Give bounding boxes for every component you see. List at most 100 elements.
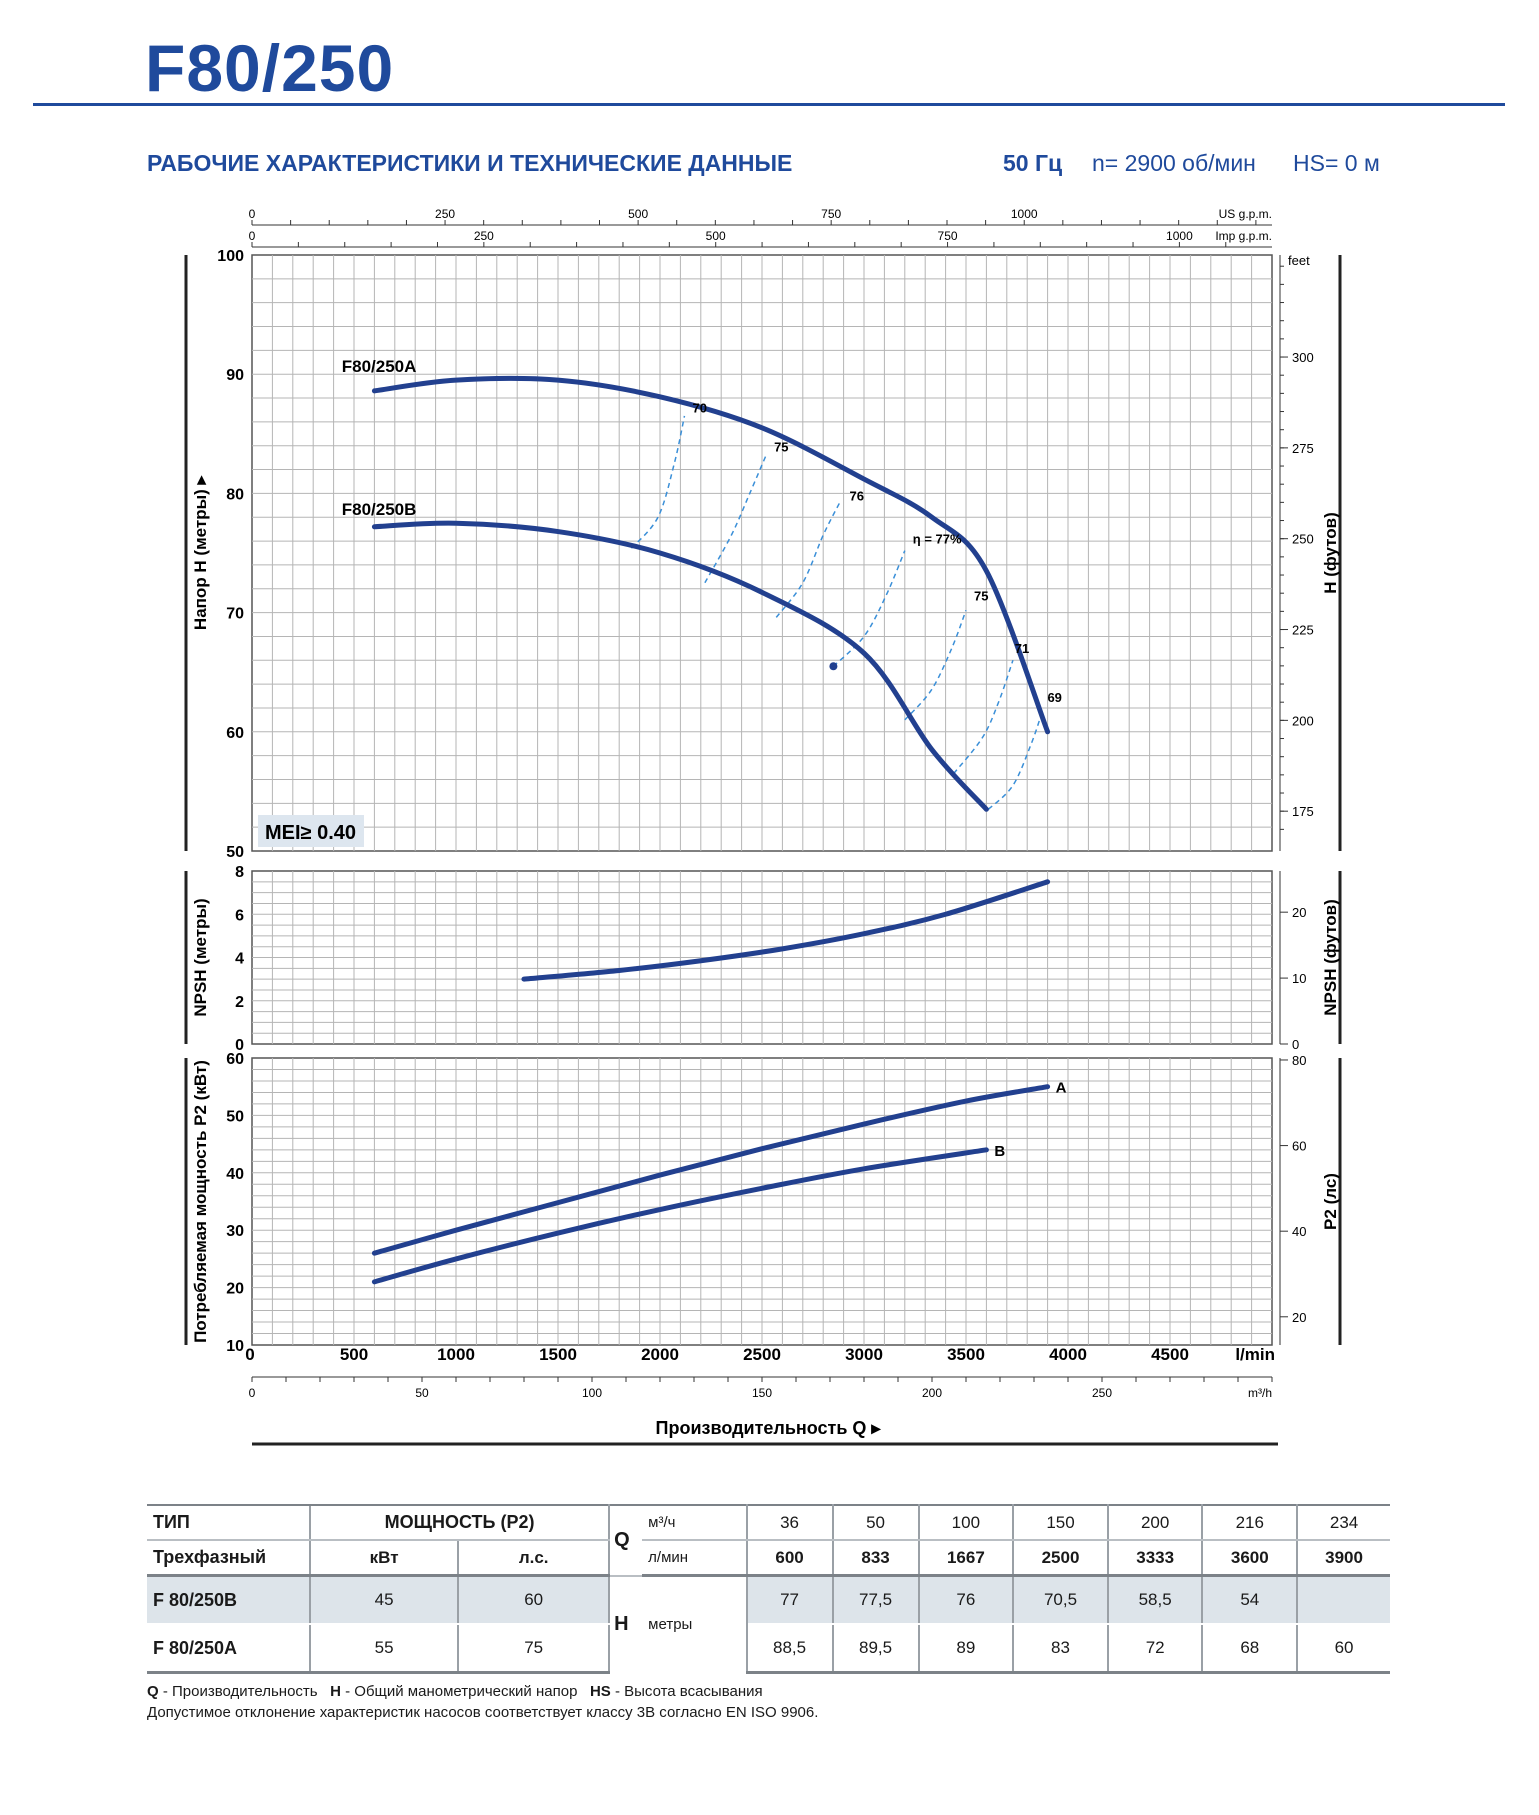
- head-y-tick-label: 60: [226, 725, 244, 742]
- row-kw: 45: [308, 1575, 460, 1625]
- th-type: ТИП: [147, 1504, 310, 1541]
- head-cell: 77: [746, 1575, 834, 1625]
- th-lmin: л/мин: [642, 1540, 748, 1577]
- head-cell: 68: [1202, 1624, 1299, 1674]
- head-cell: 83: [1013, 1624, 1109, 1674]
- impgpm-tick-label: 1000: [1166, 229, 1193, 243]
- q-m3h-cell: 150: [1013, 1504, 1109, 1541]
- q-m3h-cell: 100: [918, 1504, 1015, 1541]
- power-series-label-a: A: [1056, 1080, 1067, 1097]
- th-power: МОЩНОСТЬ (P2): [308, 1504, 611, 1541]
- impgpm-tick-label: 250: [474, 229, 494, 243]
- power-right-tick-label: 40: [1292, 1224, 1306, 1239]
- efficiency-iso-line: [904, 609, 967, 721]
- head-cell: 76: [918, 1575, 1015, 1625]
- x-tick-label: 3000: [845, 1345, 883, 1364]
- q-m3h-cell: 216: [1202, 1504, 1299, 1541]
- npsh-y-label-right: NPSH (футов): [1321, 899, 1340, 1016]
- x-tick-label: 0: [245, 1345, 254, 1364]
- power-y-tick-label: 60: [226, 1051, 244, 1068]
- npsh-y-tick-label: 6: [235, 907, 244, 924]
- th-kw: кВт: [308, 1540, 460, 1577]
- th-m3h: м³/ч: [642, 1504, 748, 1541]
- x-tick-label: 3500: [947, 1345, 985, 1364]
- x-unit-label: l/min: [1235, 1345, 1275, 1364]
- npsh-curve: [521, 879, 1051, 982]
- head-series-label-b: F80/250B: [342, 500, 417, 519]
- th-hp: л.с.: [458, 1540, 611, 1577]
- q-lmin-cell: 3600: [1202, 1540, 1299, 1577]
- q-m3h-cell: 200: [1107, 1504, 1204, 1541]
- head-curve-b: [371, 520, 989, 812]
- power-y-tick-label: 20: [226, 1281, 244, 1298]
- head-cell: 58,5: [1107, 1575, 1204, 1625]
- power-curve-a: [371, 1084, 1051, 1256]
- head-cell: 89,5: [832, 1624, 920, 1674]
- usgpm-unit: US g.p.m.: [1219, 207, 1272, 221]
- npsh-y-tick-label: 8: [235, 864, 244, 881]
- page-title: F80/250: [145, 31, 395, 105]
- head-y-tick-label: 100: [217, 248, 244, 265]
- x-tick-label: 1000: [437, 1345, 475, 1364]
- m3h-tick-label: 100: [582, 1386, 602, 1400]
- x-tick-label: 1500: [539, 1345, 577, 1364]
- th-three-phase: Трехфазный: [147, 1540, 310, 1577]
- tech-data-table: ТИП МОЩНОСТЬ (P2) Q м³/ч 36 50 100 150 2…: [147, 1504, 1390, 1674]
- efficiency-iso-line: [832, 550, 906, 667]
- head-y-tick-label: 50: [226, 844, 244, 861]
- efficiency-label: 71: [1015, 641, 1029, 656]
- power-right-tick-label: 60: [1292, 1139, 1306, 1154]
- mei-badge: [258, 815, 364, 847]
- footnote-legend: Q - Производительность H - Общий маномет…: [147, 1683, 763, 1700]
- efficiency-label: 75: [974, 589, 988, 604]
- page-subtitle: РАБОЧИЕ ХАРАКТЕРИСТИКИ И ТЕХНИЧЕСКИЕ ДАН…: [147, 150, 793, 176]
- speed-label: n= 2900 об/мин: [1092, 150, 1256, 176]
- x-tick-label: 500: [340, 1345, 368, 1364]
- q-lmin-cell: 600: [746, 1540, 834, 1577]
- power-y-label: Потребляемая мощность P2 (кВт): [191, 1060, 210, 1343]
- freq-label: 50 Гц: [1003, 150, 1063, 176]
- head-right-tick-label: 225: [1292, 623, 1314, 638]
- head-cell: 89: [918, 1624, 1015, 1674]
- usgpm-tick-label: 0: [249, 207, 256, 221]
- x-tick-label: 4000: [1049, 1345, 1087, 1364]
- head-cell: 54: [1202, 1575, 1299, 1625]
- q-lmin-cell: 3900: [1297, 1540, 1390, 1577]
- head-y-label: Напор H (метры) ▸: [191, 474, 210, 630]
- power-y-tick-label: 10: [226, 1338, 244, 1355]
- efficiency-label: 75: [774, 440, 788, 455]
- head-cell: 77,5: [832, 1575, 920, 1625]
- npsh-right-tick-label: 0: [1292, 1037, 1299, 1052]
- impgpm-tick-label: 0: [249, 229, 256, 243]
- q-lmin-cell: 2500: [1013, 1540, 1109, 1577]
- usgpm-tick-label: 750: [821, 207, 841, 221]
- power-series-label-b: B: [994, 1143, 1005, 1160]
- head-right-tick-label: 175: [1292, 804, 1314, 819]
- efficiency-label: η = 77%: [913, 531, 962, 546]
- m3h-tick-label: 50: [415, 1386, 429, 1400]
- power-curve-b: [371, 1147, 989, 1285]
- impgpm-tick-label: 500: [706, 229, 726, 243]
- q-m3h-cell: 36: [746, 1504, 834, 1541]
- head-right-tick-label: 275: [1292, 441, 1314, 456]
- impgpm-unit: Imp g.p.m.: [1215, 229, 1272, 243]
- head-right-tick-label: 300: [1292, 350, 1314, 365]
- head-cell: 70,5: [1013, 1575, 1109, 1625]
- head-y-tick-label: 70: [226, 606, 244, 623]
- hs-label: HS= 0 м: [1293, 150, 1380, 176]
- impgpm-tick-label: 750: [938, 229, 958, 243]
- row-model: F 80/250A: [147, 1624, 310, 1674]
- m3h-unit: m³/h: [1248, 1386, 1272, 1400]
- head-cell: 60: [1297, 1624, 1390, 1674]
- head-right-unit: feet: [1288, 253, 1310, 268]
- power-right-tick-label: 80: [1292, 1053, 1306, 1068]
- x-tick-label: 2000: [641, 1345, 679, 1364]
- head-y-tick-label: 80: [226, 486, 244, 503]
- row-hp: 75: [458, 1624, 611, 1674]
- npsh-y-label: NPSH (метры): [191, 898, 210, 1016]
- npsh-y-tick-label: 2: [235, 994, 244, 1011]
- m3h-tick-label: 250: [1092, 1386, 1112, 1400]
- npsh-y-tick-label: 4: [235, 951, 244, 968]
- npsh-y-tick-label: 0: [235, 1037, 244, 1054]
